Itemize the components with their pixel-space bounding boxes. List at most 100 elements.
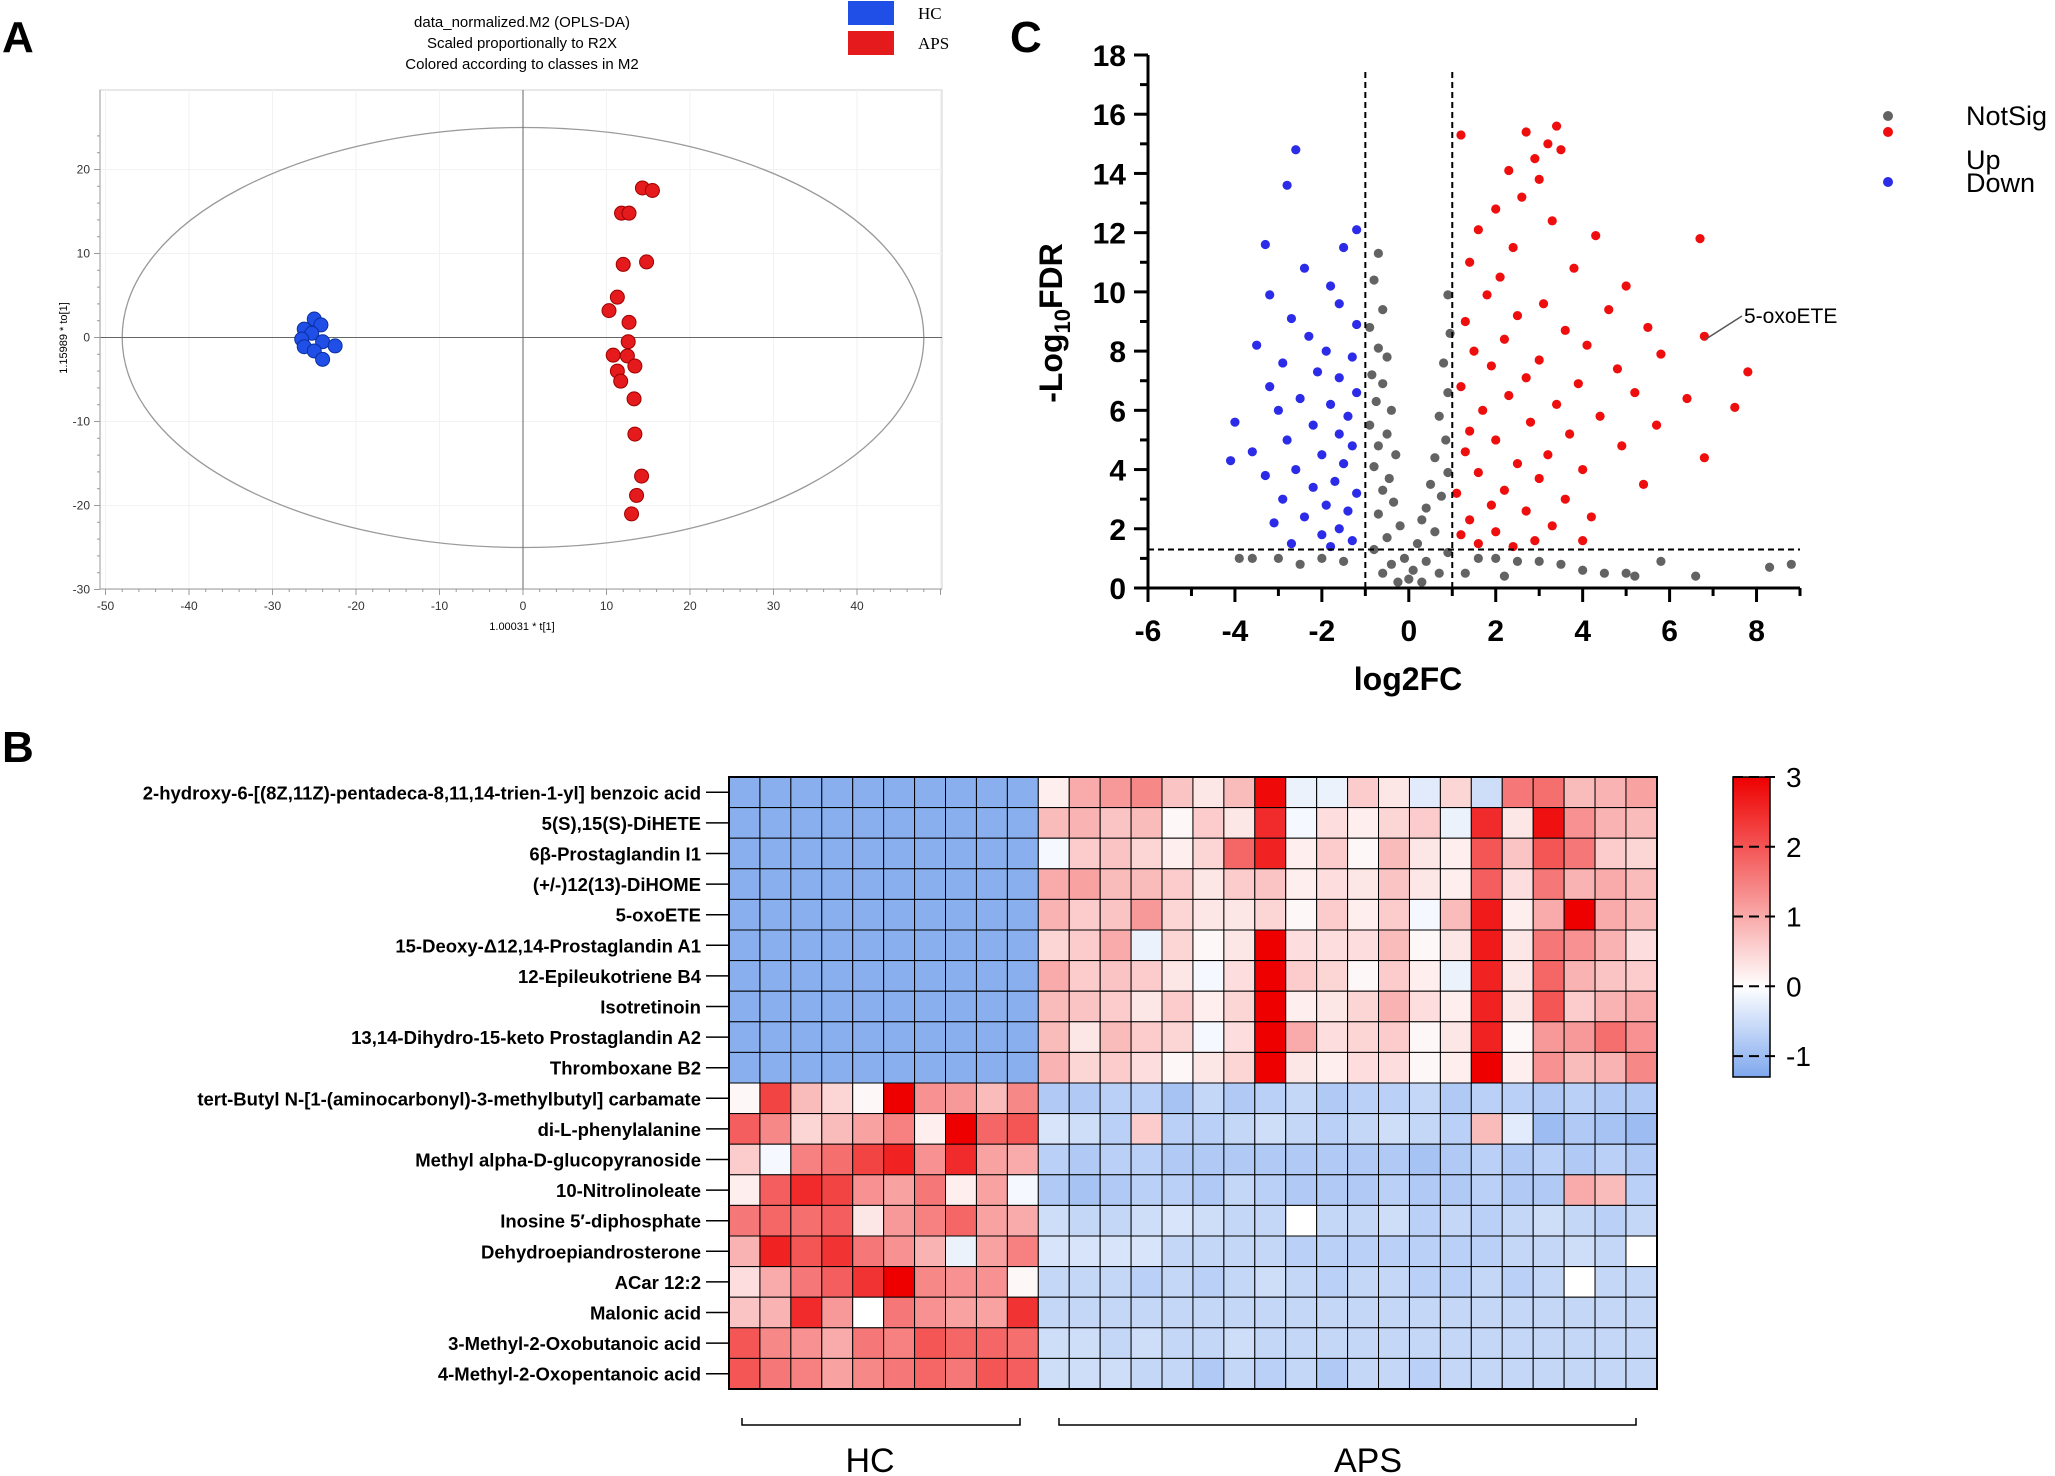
heatmap-row-label: 6β-Prostaglandin I1	[529, 844, 701, 865]
heatmap-cell	[1625, 1021, 1658, 1053]
heatmap-cell	[852, 1174, 885, 1206]
volcano-point-up	[1473, 467, 1483, 478]
heatmap-cell	[1347, 1021, 1380, 1053]
volcano-point-notsig	[1317, 553, 1327, 563]
x-tick-label: -2	[1309, 615, 1336, 648]
volcano-point-up	[1504, 390, 1514, 401]
heatmap-cell	[1037, 1235, 1070, 1268]
heatmap-cell	[790, 1051, 823, 1084]
volcano-point-down	[1260, 239, 1270, 250]
heatmap-cell	[821, 1235, 854, 1268]
heatmap-cell	[1006, 1235, 1039, 1268]
heatmap-cell	[1254, 1021, 1287, 1053]
heatmap-cell	[1130, 807, 1163, 839]
heatmap-cell	[1285, 960, 1318, 992]
heatmap-cell	[1068, 1021, 1101, 1053]
volcano-point-up	[1547, 216, 1557, 226]
heatmap-cell	[1347, 1296, 1380, 1329]
volcano-point-up	[1482, 290, 1492, 300]
heatmap-cell	[1223, 1113, 1256, 1145]
heatmap-cell	[1161, 990, 1194, 1023]
score-point-aps	[629, 487, 645, 503]
heatmap-cell	[728, 1174, 761, 1206]
heatmap-cell	[1625, 929, 1658, 962]
heatmap-cell	[945, 1266, 977, 1298]
heatmap-cell	[1625, 1266, 1658, 1298]
heatmap-cell	[1501, 929, 1534, 962]
volcano-point-up	[1730, 402, 1740, 412]
volcano-point-notsig	[1441, 435, 1451, 445]
heatmap-cell	[1130, 898, 1163, 931]
heatmap-cell	[1161, 807, 1194, 839]
heatmap-cell	[1254, 960, 1287, 992]
legend-notsig-label: NotSig	[1966, 101, 2047, 131]
annotation-leader-line	[1705, 315, 1743, 340]
heatmap-cell	[1316, 990, 1349, 1023]
heatmap-cell	[1130, 868, 1163, 900]
heatmap-cell	[1470, 1204, 1503, 1237]
heatmap-cell	[1408, 807, 1441, 839]
heatmap-cell	[1223, 990, 1256, 1023]
heatmap-cell	[1501, 1051, 1534, 1084]
heatmap-cell	[852, 960, 885, 992]
heatmap-cell	[1316, 868, 1349, 900]
heatmap-cell	[1378, 1204, 1410, 1237]
heatmap-cell	[1501, 1235, 1534, 1268]
volcano-point-up	[1569, 263, 1579, 273]
heatmap-cell	[1068, 1204, 1101, 1237]
heatmap-cell	[759, 1113, 792, 1145]
heatmap-cell	[790, 1357, 823, 1390]
heatmap-cell	[1408, 1235, 1441, 1268]
heatmap-cell	[1254, 1357, 1287, 1390]
volcano-point-down	[1352, 387, 1362, 398]
heatmap-cell	[728, 960, 761, 992]
heatmap-cell	[1006, 929, 1039, 962]
heatmap-cell	[1006, 1021, 1039, 1053]
volcano-point-up	[1612, 364, 1623, 374]
heatmap-cell	[1192, 837, 1225, 870]
heatmap-cell	[914, 960, 947, 992]
heatmap-cell	[1563, 929, 1596, 962]
volcano-point-down	[1282, 180, 1292, 190]
heatmap-cell	[883, 1113, 916, 1145]
x-tick-label: 6	[1661, 615, 1678, 648]
heatmap-cell	[1439, 1357, 1472, 1390]
heatmap-cell	[1532, 1204, 1565, 1237]
heatmap-cell	[945, 868, 977, 900]
volcano-point-notsig	[1373, 509, 1383, 519]
heatmap-cell	[728, 868, 761, 900]
y-tick-label: 20	[77, 163, 91, 177]
volcano-point-notsig	[1656, 556, 1666, 566]
heatmap-cell	[728, 1204, 761, 1237]
heatmap-cell	[728, 1357, 761, 1390]
heatmap-cell	[1594, 1113, 1627, 1145]
heatmap-cell	[1316, 1266, 1349, 1298]
heatmap-cell	[1130, 1051, 1163, 1084]
heatmap-cell	[1099, 1327, 1132, 1359]
heatmap-cell	[1501, 960, 1534, 992]
heatmap-cell	[852, 1327, 885, 1359]
volcano-point-down	[1225, 456, 1236, 466]
heatmap-cell	[1532, 1143, 1565, 1176]
heatmap-cell	[883, 1357, 916, 1390]
heatmap-cell	[1408, 1021, 1441, 1053]
volcano-point-notsig	[1430, 527, 1440, 537]
volcano-point-up	[1504, 165, 1514, 176]
volcano-point-down	[1308, 420, 1318, 430]
heatmap-cell	[852, 898, 885, 931]
heatmap-cell	[1068, 1235, 1101, 1268]
heatmap-cell	[1532, 1266, 1565, 1298]
heatmap-cell	[1316, 776, 1349, 809]
heatmap-cell	[759, 1327, 792, 1359]
heatmap-cell	[883, 807, 916, 839]
heatmap-cell	[1068, 960, 1101, 992]
heatmap-cell	[1006, 1113, 1039, 1145]
volcano-point-up	[1534, 473, 1544, 484]
x-tick-label: -50	[97, 599, 115, 613]
heatmap-cell	[1625, 1113, 1658, 1145]
score-point-aps	[615, 256, 631, 272]
volcano-point-up	[1473, 538, 1483, 549]
heatmap-cell	[914, 1235, 947, 1268]
heatmap-cell	[883, 960, 916, 992]
heatmap-cell	[790, 929, 823, 962]
